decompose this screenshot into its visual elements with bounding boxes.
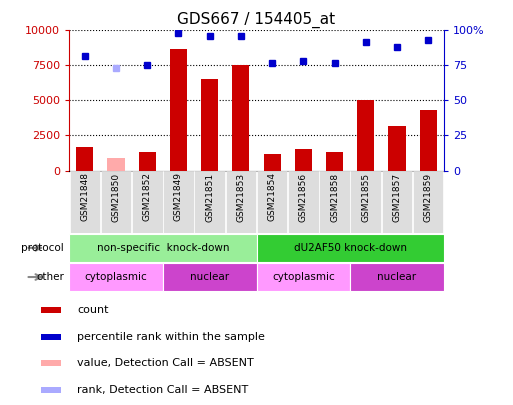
Text: non-specific  knock-down: non-specific knock-down <box>96 243 229 253</box>
Bar <box>41 360 61 367</box>
Bar <box>388 126 405 171</box>
Bar <box>232 65 249 171</box>
Text: GSM21858: GSM21858 <box>330 173 339 222</box>
Text: nuclear: nuclear <box>378 272 417 282</box>
Bar <box>201 79 218 171</box>
Text: GSM21849: GSM21849 <box>174 173 183 222</box>
Text: GSM21857: GSM21857 <box>392 173 402 222</box>
FancyBboxPatch shape <box>382 171 412 233</box>
FancyBboxPatch shape <box>194 171 225 233</box>
Text: percentile rank within the sample: percentile rank within the sample <box>77 332 265 341</box>
Bar <box>41 387 61 393</box>
Bar <box>326 152 343 171</box>
Bar <box>41 334 61 339</box>
Bar <box>170 49 187 171</box>
Bar <box>139 152 156 171</box>
Text: other: other <box>36 272 64 282</box>
Text: GSM21852: GSM21852 <box>143 173 152 222</box>
Bar <box>357 100 374 171</box>
Text: cytoplasmic: cytoplasmic <box>272 272 334 282</box>
FancyBboxPatch shape <box>163 171 194 233</box>
Text: GSM21859: GSM21859 <box>424 173 432 222</box>
Text: protocol: protocol <box>22 243 64 253</box>
Text: GSM21848: GSM21848 <box>81 173 89 222</box>
Title: GDS667 / 154405_at: GDS667 / 154405_at <box>177 11 336 28</box>
FancyBboxPatch shape <box>413 171 443 233</box>
FancyBboxPatch shape <box>257 171 287 233</box>
Text: dU2AF50 knock-down: dU2AF50 knock-down <box>293 243 407 253</box>
Text: nuclear: nuclear <box>190 272 229 282</box>
Bar <box>420 110 437 171</box>
Text: GSM21853: GSM21853 <box>236 173 245 222</box>
FancyBboxPatch shape <box>69 263 163 291</box>
FancyBboxPatch shape <box>350 171 381 233</box>
FancyBboxPatch shape <box>69 234 256 262</box>
FancyBboxPatch shape <box>256 263 350 291</box>
FancyBboxPatch shape <box>226 171 256 233</box>
FancyBboxPatch shape <box>132 171 163 233</box>
FancyBboxPatch shape <box>288 171 319 233</box>
FancyBboxPatch shape <box>163 263 256 291</box>
FancyBboxPatch shape <box>70 171 100 233</box>
Text: value, Detection Call = ABSENT: value, Detection Call = ABSENT <box>77 358 254 369</box>
Text: GSM21854: GSM21854 <box>268 173 277 222</box>
Text: GSM21855: GSM21855 <box>361 173 370 222</box>
Text: GSM21856: GSM21856 <box>299 173 308 222</box>
Bar <box>108 158 125 171</box>
Text: GSM21851: GSM21851 <box>205 173 214 222</box>
FancyBboxPatch shape <box>350 263 444 291</box>
Bar <box>295 149 312 171</box>
FancyBboxPatch shape <box>319 171 350 233</box>
Bar <box>76 147 93 171</box>
FancyBboxPatch shape <box>256 234 444 262</box>
Text: count: count <box>77 305 108 315</box>
Text: GSM21850: GSM21850 <box>111 173 121 222</box>
FancyBboxPatch shape <box>101 171 131 233</box>
Text: cytoplasmic: cytoplasmic <box>85 272 147 282</box>
Bar <box>41 307 61 313</box>
Bar <box>264 153 281 171</box>
Text: rank, Detection Call = ABSENT: rank, Detection Call = ABSENT <box>77 385 248 395</box>
